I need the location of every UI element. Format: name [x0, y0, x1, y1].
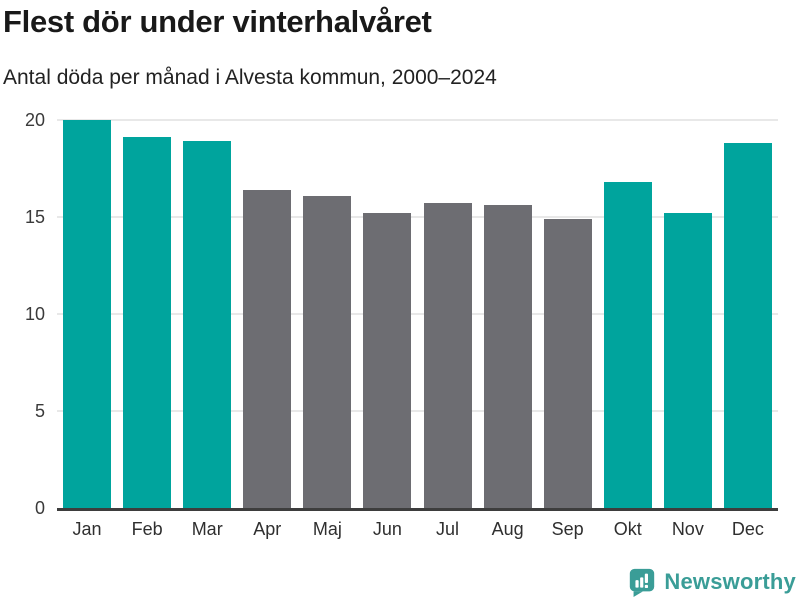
x-tick-label-maj: Maj [312, 519, 342, 539]
gridline-y-15 [57, 216, 778, 218]
chart-subtitle: Antal döda per månad i Alvesta kommun, 2… [3, 66, 497, 89]
y-tick-label-20: 20 [24, 110, 45, 130]
brand-footer: Newsworthy [627, 567, 796, 597]
x-axis-labels: Jan Feb Mar Apr Maj Jun Jul Aug Sep Okt Nov Dec [57, 516, 778, 542]
bar-feb [123, 137, 172, 508]
bar-column-aug [478, 205, 538, 508]
y-tick-label-15: 15 [24, 207, 45, 227]
bar-mar [183, 141, 232, 508]
bar-column-sep [538, 218, 598, 508]
x-tick-label-apr: Apr [253, 519, 282, 539]
x-tick-label-aug: Aug [491, 519, 524, 539]
bar-column-feb [117, 137, 177, 508]
brand-name: Newsworthy [664, 569, 796, 594]
x-tick-label-dec: Dec [731, 519, 764, 539]
gridline-y-10 [57, 313, 778, 315]
bars-area [57, 120, 778, 508]
bar-nov [663, 213, 712, 508]
bar-aug [483, 205, 532, 508]
bar-dec [723, 143, 772, 508]
x-tick-label-sep: Sep [551, 519, 584, 539]
bar-maj [303, 195, 352, 508]
bar-apr [243, 189, 292, 508]
chart-title: Flest dör under vinterhalvåret [3, 4, 432, 39]
bar-column-jun [357, 213, 417, 508]
bar-column-maj [297, 195, 357, 508]
y-tick-label-0: 0 [34, 498, 45, 518]
gridline-y-5 [57, 410, 778, 412]
bar-column-dec [718, 143, 778, 508]
bar-column-okt [598, 182, 658, 508]
y-tick-label-5: 5 [34, 401, 45, 421]
bar-sep [543, 218, 592, 508]
bar-column-jul [417, 203, 477, 508]
bar-okt [603, 182, 652, 508]
x-tick-label-nov: Nov [671, 519, 704, 539]
newsworthy-logo-icon [630, 568, 655, 597]
x-tick-label-mar: Mar [191, 519, 223, 539]
y-axis: 0 5 10 15 20 [0, 111, 45, 517]
bar-column-nov [658, 213, 718, 508]
bar-jul [423, 203, 472, 508]
x-tick-label-jun: Jun [372, 519, 402, 539]
bar-column-jan [57, 120, 117, 508]
bar-column-mar [177, 141, 237, 508]
bar-column-apr [237, 189, 297, 508]
gridline-y-20 [57, 119, 778, 121]
x-tick-label-feb: Feb [131, 519, 163, 539]
bar-jan [63, 120, 112, 508]
y-tick-label-10: 10 [24, 304, 45, 324]
x-tick-label-okt: Okt [613, 519, 642, 539]
bar-jun [363, 213, 412, 508]
x-tick-label-jul: Jul [436, 519, 460, 539]
x-tick-label-jan: Jan [72, 519, 102, 539]
bar-chart-plot-area [57, 119, 778, 511]
